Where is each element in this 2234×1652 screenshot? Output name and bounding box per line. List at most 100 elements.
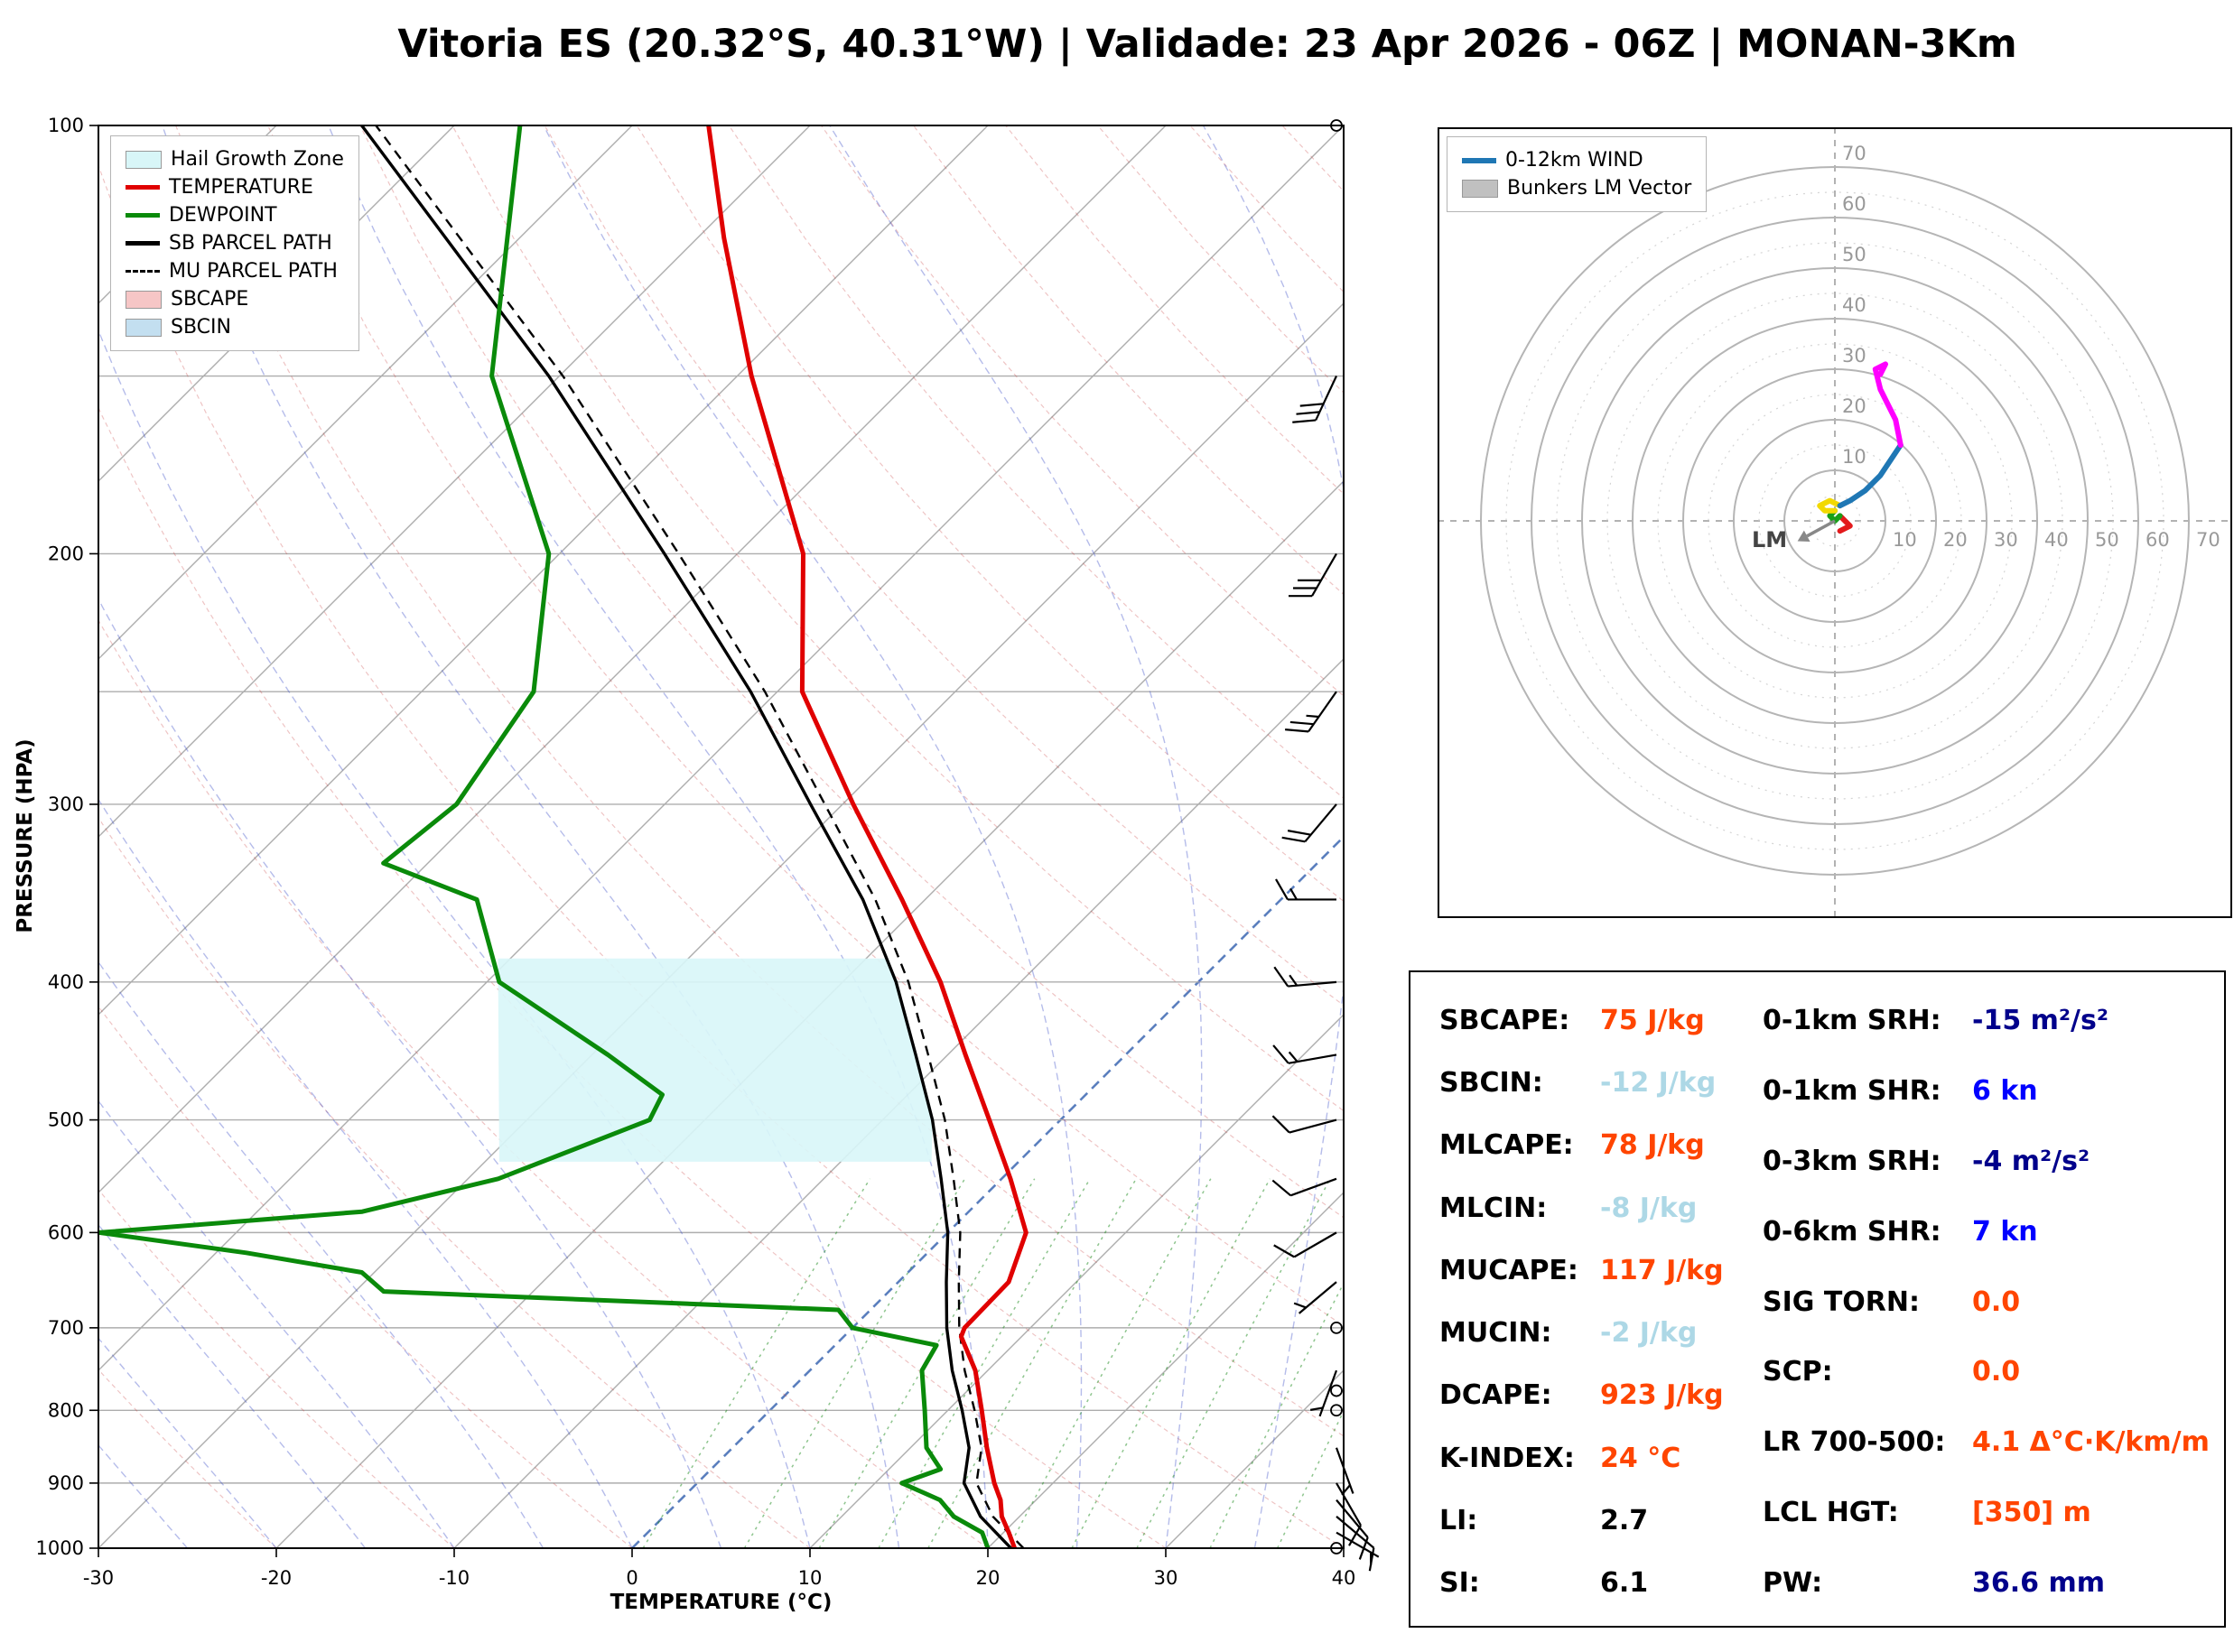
legend-swatch: [126, 270, 160, 273]
stat-pw-: PW: 36.6 mm: [1763, 1567, 2214, 1599]
legend-item-sbcape: SBCAPE: [126, 285, 344, 313]
stat-value: -12 J/kg: [1600, 1067, 1717, 1100]
hodo-ring-minor: [1556, 242, 2114, 800]
stat-sig-torn-: SIG TORN: 0.0: [1763, 1286, 2214, 1318]
stat-sbcin-: SBCIN: -12 J/kg: [1439, 1067, 1751, 1099]
svg-text:20: 20: [1842, 395, 1866, 417]
hodo-ring-minor: [1505, 191, 2164, 850]
hail-growth-zone: [498, 958, 933, 1162]
moist-adiabat: [98, 329, 811, 1548]
hodo-segment-6-9km: [1837, 442, 1904, 509]
stat-value: 117 J/kg: [1600, 1254, 1724, 1286]
isotherm: [98, 125, 811, 838]
mixing-ratio-line: [818, 1178, 1036, 1548]
dewpoint-curve: [98, 125, 991, 1548]
dry-adiabat: [98, 1005, 633, 1548]
stat-value: -8 J/kg: [1600, 1192, 1698, 1224]
dry-adiabat: [98, 406, 1167, 1548]
stat-label: LCL HGT:: [1763, 1497, 1899, 1529]
stat-label: 0-1km SRH:: [1763, 1005, 1941, 1036]
stat-value: 7 kn: [1972, 1215, 2038, 1248]
legend-item-mu-parcel-path: MU PARCEL PATH: [126, 257, 344, 285]
legend-label: TEMPERATURE: [169, 176, 313, 199]
mixing-ratio-line: [927, 1178, 1137, 1548]
isotherm: [453, 658, 1344, 1548]
stat-value: 6.1: [1600, 1566, 1649, 1599]
legend-item-0-12km-wind: 0-12km WIND: [1462, 146, 1691, 174]
legend-item-hail-growth-zone: Hail Growth Zone: [126, 145, 344, 173]
dry-adiabat: [359, 125, 1344, 1219]
wind-barb: [1272, 1044, 1337, 1064]
svg-text:400: 400: [48, 971, 84, 993]
legend-item-dewpoint: DEWPOINT: [126, 201, 344, 229]
stat-value: 0.0: [1972, 1356, 2021, 1388]
hodo-ring: [1733, 419, 1937, 623]
wind-barb: [1292, 376, 1337, 423]
svg-text:-20: -20: [261, 1567, 292, 1589]
hodo-ring-minor: [1708, 394, 1962, 648]
hodograph-plot: 10 10 20 20 30 30 40 40 50 50 60 60 70 70 LM: [1438, 127, 2232, 918]
stat-label: PW:: [1763, 1567, 1823, 1599]
svg-text:800: 800: [48, 1399, 84, 1421]
svg-text:70: 70: [1842, 143, 1866, 164]
wind-barb: [1273, 1231, 1337, 1258]
lm-arrowhead: [1797, 530, 1810, 542]
hodo-ring: [1531, 217, 2139, 825]
legend-swatch: [1462, 157, 1496, 163]
wind-barb: [1289, 552, 1337, 598]
skewt-frame: [98, 125, 1345, 1549]
calm-wind-circle: [1330, 1542, 1343, 1555]
moist-adiabat: [98, 961, 545, 1548]
wind-barb: [1336, 1516, 1375, 1572]
svg-text:10: 10: [1842, 446, 1866, 468]
stat-0-3km-srh-: 0-3km SRH: -4 m²/s²: [1763, 1146, 2214, 1177]
stat-value: -2 J/kg: [1600, 1317, 1698, 1350]
hodo-segment-0-1km: [1837, 513, 1853, 534]
stats-column-right: 0-1km SRH: -15 m²/s² 0-1km SHR: 6 kn 0-3km S…: [1763, 1005, 2214, 1599]
isotherm: [275, 480, 1344, 1548]
legend-item-bunkers-lm-vector: Bunkers LM Vector: [1462, 174, 1691, 202]
legend-swatch: [1462, 179, 1498, 198]
stat-value: 4.1 Δ°C·K/km/m: [1972, 1426, 2210, 1459]
skewt-legend: Hail Growth Zone TEMPERATURE DEWPOINT SB PA…: [110, 135, 359, 351]
stat-value: -4 m²/s²: [1972, 1145, 2090, 1177]
calm-wind-circle: [1330, 119, 1343, 132]
mixing-ratio-line: [1209, 1281, 1344, 1548]
isotherm: [98, 302, 1344, 1548]
hodo-ring-minor: [1606, 292, 2063, 749]
dry-adiabat: [98, 816, 811, 1548]
wind-barb: [1271, 1177, 1337, 1197]
svg-text:300: 300: [48, 794, 84, 815]
stat-value: 0.0: [1972, 1285, 2021, 1318]
x-axis-title: TEMPERATURE (°C): [610, 1591, 833, 1614]
hodo-ring: [1480, 166, 2190, 876]
stat-0-1km-srh-: 0-1km SRH: -15 m²/s²: [1763, 1005, 2214, 1036]
hodo-ring: [1783, 469, 1886, 572]
svg-text:200: 200: [48, 543, 84, 564]
stat-label: SBCIN:: [1439, 1067, 1543, 1100]
stat-label: MLCIN:: [1439, 1192, 1548, 1224]
stat-mlcape-: MLCAPE: 78 J/kg: [1439, 1129, 1751, 1161]
svg-text:500: 500: [48, 1109, 84, 1131]
moist-adiabat: [162, 125, 900, 1548]
stat-label: SI:: [1439, 1566, 1480, 1599]
mixing-ratio-line: [878, 1178, 1091, 1548]
legend-label: SB PARCEL PATH: [169, 232, 332, 255]
indices-panel: SBCAPE: 75 J/kg SBCIN: -12 J/kg MLCAPE: 78 J/…: [1409, 970, 2226, 1628]
wind-barb: [1336, 1482, 1362, 1546]
svg-text:50: 50: [2095, 529, 2119, 551]
stat-label: MUCAPE:: [1439, 1254, 1578, 1286]
stats-column-left: SBCAPE: 75 J/kg SBCIN: -12 J/kg MLCAPE: 78 J/…: [1439, 1005, 1751, 1599]
stat-label: LR 700-500:: [1763, 1426, 1946, 1459]
stat-label: SCP:: [1763, 1356, 1833, 1388]
moist-adiabat: [98, 798, 633, 1548]
wind-barb: [1309, 1369, 1338, 1417]
stat-sbcape-: SBCAPE: 75 J/kg: [1439, 1005, 1751, 1036]
figure-title: Vitoria ES (20.32°S, 40.31°W) | Validade…: [397, 22, 2017, 67]
isotherm: [98, 125, 1344, 1371]
stat-label: 0-3km SRH:: [1763, 1145, 1941, 1177]
hodo-ring: [1632, 318, 2038, 724]
svg-text:60: 60: [2146, 529, 2170, 551]
stat-dcape-: DCAPE: 923 J/kg: [1439, 1379, 1751, 1411]
stat-value: 36.6 mm: [1972, 1567, 2105, 1599]
